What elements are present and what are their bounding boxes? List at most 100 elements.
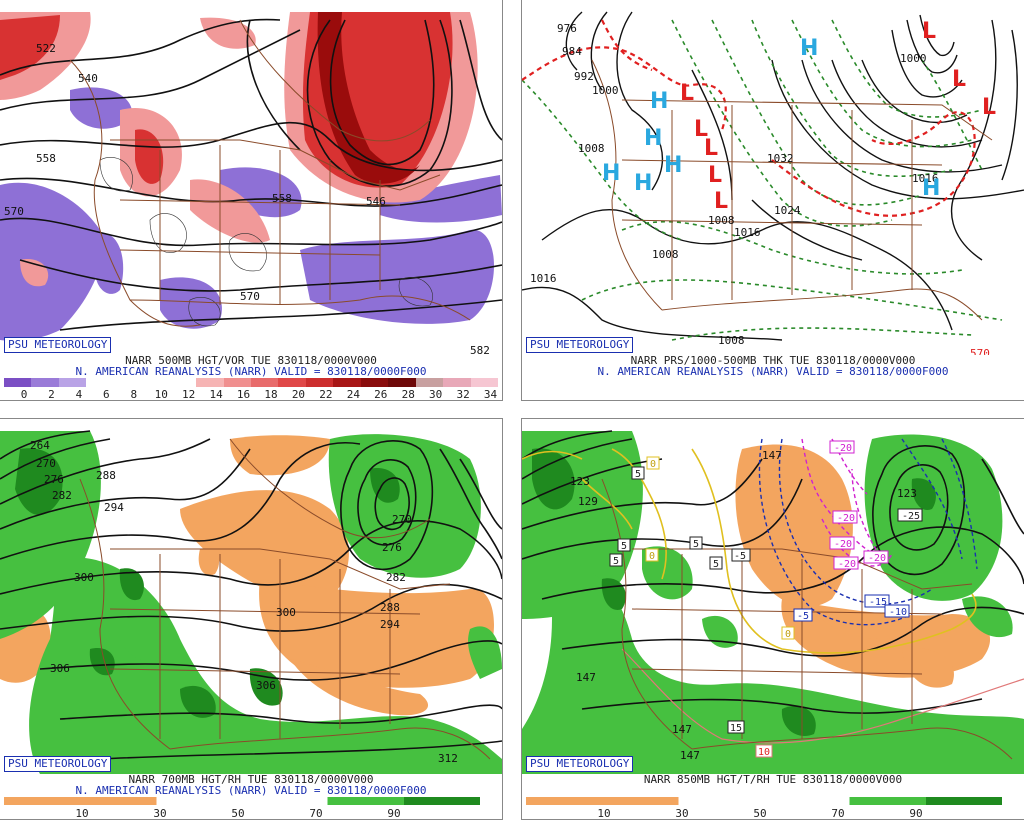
- temp-label: 5: [617, 538, 631, 552]
- pressure-contour-labels: 976 984 992 1000 1008 1008 1016 1032 102…: [530, 22, 990, 355]
- isobars: [522, 11, 1024, 341]
- contour-label: 288: [380, 601, 400, 614]
- svg-text:15: 15: [730, 723, 742, 734]
- svg-text:10: 10: [758, 747, 770, 758]
- temp-label-cold: -10: [884, 604, 910, 618]
- colorbar-swatch: [31, 378, 60, 387]
- svg-text:-20: -20: [834, 539, 852, 550]
- contour-label: 288: [96, 469, 116, 482]
- colorbar-swatch: [415, 378, 444, 387]
- low-marker: L: [714, 189, 728, 214]
- high-marker: H: [644, 126, 662, 151]
- contour-label: 1000: [900, 52, 927, 65]
- colorbar-swatch: [278, 378, 307, 387]
- political-borders: [69, 19, 471, 327]
- svg-text:5: 5: [621, 541, 627, 552]
- colorbar-label: 16: [236, 388, 251, 401]
- low-marker: L: [680, 81, 694, 106]
- contour-label: 306: [256, 679, 276, 692]
- colorbar-swatch: [333, 378, 362, 387]
- contour-label: 570: [240, 290, 260, 303]
- colorbar-swatch: [251, 378, 279, 387]
- svg-text:5: 5: [713, 559, 719, 570]
- colorbar-label: 34: [483, 388, 498, 401]
- svg-text:-20: -20: [837, 513, 855, 524]
- vorticity-positive-dark: [317, 12, 420, 184]
- colorbar-swatch: [58, 378, 87, 387]
- colorbar-label: 10: [75, 807, 89, 820]
- high-marker: H: [650, 89, 668, 114]
- colorbar-swatch: [443, 378, 472, 387]
- colorbar-swatch: [360, 378, 389, 387]
- height-contours: [0, 18, 502, 331]
- pressure-map: 976 984 992 1000 1008 1008 1016 1032 102…: [522, 11, 1024, 355]
- temp-label: 5: [689, 536, 703, 550]
- contour-label: 546: [366, 195, 386, 208]
- temp-label: 15: [727, 720, 745, 734]
- colorbar-label: 50: [231, 807, 245, 820]
- temperature-cold-lines: [758, 438, 978, 626]
- dry-air-areas: [735, 444, 991, 688]
- contour-label: 582: [470, 344, 490, 355]
- contour-label: 1016: [530, 272, 557, 285]
- temp-label-freezing: 0: [646, 456, 660, 470]
- colorbar-label: 30: [153, 807, 167, 820]
- svg-text:-20: -20: [834, 443, 852, 454]
- contour-label: 300: [276, 606, 296, 619]
- colorbar-label: 70: [309, 807, 323, 820]
- temp-label-very-cold: -20: [829, 536, 855, 550]
- colorbar-swatch: [196, 378, 225, 387]
- psu-meteorology-badge: PSU METEOROLOGY: [4, 337, 112, 353]
- contour-label: 976: [557, 22, 577, 35]
- high-pressure-markers: H H H H H H H: [602, 36, 940, 201]
- temp-label-very-cold: -20: [863, 550, 889, 564]
- contour-label: 558: [272, 192, 292, 205]
- colorbar-label: 90: [909, 807, 923, 820]
- contour-label: 282: [52, 489, 72, 502]
- temp-label: 5: [631, 466, 645, 480]
- temp-label-very-cold: -20: [833, 556, 859, 570]
- freezing-line: [522, 448, 977, 654]
- colorbar-label: 0: [20, 388, 28, 401]
- temp-label: 5: [609, 553, 623, 567]
- panel-title-line2: N. AMERICAN REANALYSIS (NARR) VALID = 83…: [75, 365, 427, 378]
- rh700-colorbar-labels: 10 30 50 70 90: [0, 807, 502, 820]
- temp-label-freezing: 0: [645, 548, 659, 562]
- psu-meteorology-badge: PSU METEOROLOGY: [526, 756, 634, 772]
- t850-colorbar-labels: 10 30 50 70 90: [522, 807, 1024, 820]
- colorbar-label: 90: [387, 807, 401, 820]
- svg-text:-25: -25: [902, 511, 920, 522]
- low-marker: L: [694, 117, 708, 142]
- colorbar-label: 32: [456, 388, 470, 401]
- contour-label: 1008: [652, 248, 679, 261]
- contour-label: 294: [380, 618, 400, 631]
- svg-text:-5: -5: [797, 611, 809, 622]
- colorbar-swatch: [141, 378, 170, 387]
- colorbar-swatch: [223, 378, 252, 387]
- psu-meteorology-badge: PSU METEOROLOGY: [526, 337, 634, 353]
- panel-500mb-vorticity: 522 540 558 570 558 546 570 582 PSU METE…: [0, 0, 503, 401]
- low-marker: L: [704, 136, 718, 161]
- height-contours: [522, 430, 1024, 714]
- thickness-lines: [522, 19, 1003, 341]
- svg-text:-20: -20: [868, 553, 886, 564]
- contour-label: 1008: [708, 214, 735, 227]
- svg-text:-15: -15: [869, 597, 887, 608]
- panel-pressure-thickness: 976 984 992 1000 1008 1008 1016 1032 102…: [521, 0, 1024, 401]
- contour-label: 276: [44, 473, 64, 486]
- high-marker: H: [602, 161, 620, 186]
- t850-temperature-labels: -15 -10 -5 -20 -20 -20 -20 -25 -20 0 0 0…: [609, 440, 923, 758]
- colorbar-label: 20: [291, 388, 306, 401]
- vorticity-colorbar-labels: 0 2 4 6 8 10 12 14 16 18 20 22 24 26 28 30 32 34: [0, 388, 502, 401]
- contour-label: 147: [672, 723, 692, 736]
- colorbar-label: 2: [48, 388, 55, 401]
- t850-colorbar: [526, 797, 1002, 805]
- low-marker: L: [708, 163, 722, 188]
- low-marker: L: [952, 67, 966, 92]
- contour-label: 540: [78, 72, 98, 85]
- contour-label: 1032: [767, 152, 794, 165]
- colorbar-label: 12: [182, 388, 196, 401]
- colorbar-swatch: [86, 378, 115, 387]
- rh700-colorbar: [4, 797, 480, 805]
- colorbar-label: 30: [429, 388, 443, 401]
